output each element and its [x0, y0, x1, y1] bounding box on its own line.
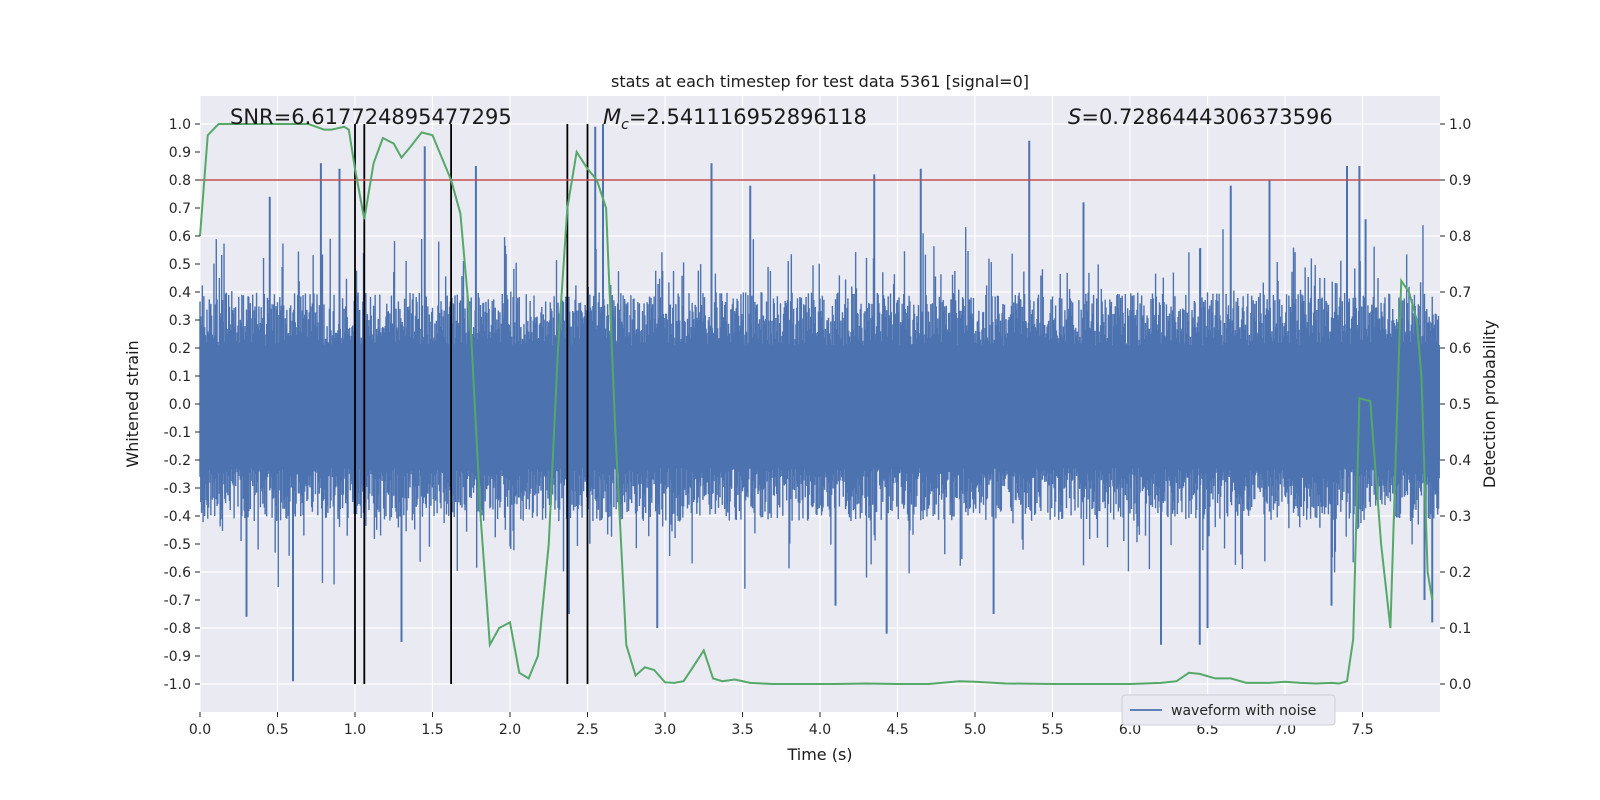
y-right-tick-label: 0.1 — [1449, 621, 1471, 637]
x-axis-label: Time (s) — [786, 745, 852, 764]
y-right-tick-label: 0.8 — [1449, 229, 1471, 245]
s-symbol: S — [1068, 105, 1081, 129]
legend-label: waveform with noise — [1171, 703, 1316, 719]
x-tick-label: 7.0 — [1274, 722, 1296, 738]
x-tick-label: 4.5 — [886, 722, 908, 738]
y-left-axis-label: Whitened strain — [123, 340, 142, 467]
y-right-tick-label: 0.2 — [1449, 565, 1471, 581]
x-tick-label: 2.5 — [576, 722, 598, 738]
y-left-tick-label: 0.5 — [169, 257, 191, 273]
y-left-tick-label: 0.7 — [169, 201, 191, 217]
y-right-tick-label: 0.9 — [1449, 173, 1471, 189]
x-tick-label: 6.0 — [1119, 722, 1141, 738]
chirp-mass-symbol: M — [603, 105, 621, 129]
x-tick-label: 1.5 — [421, 722, 443, 738]
x-tick-label: 1.0 — [344, 722, 366, 738]
probability-series — [199, 123, 1434, 685]
x-tick-label: 7.5 — [1351, 722, 1373, 738]
y-right-tick-label: 0.4 — [1449, 453, 1471, 469]
legend-box — [1121, 694, 1336, 726]
y-left-tick-label: 0.3 — [169, 313, 191, 329]
y-left-tick-label: 1.0 — [169, 117, 191, 133]
y-right-axis-ticks: 1.0 0.9 0.8 0.7 0.6 0.5 0.4 0.3 0.2 0.1 0.0 — [1440, 117, 1471, 693]
y-right-axis-label: Detection probability — [1480, 320, 1499, 488]
chirp-mass-value: =2.541116952896118 — [629, 105, 867, 129]
y-right-tick-label: 0.7 — [1449, 285, 1471, 301]
x-tick-label: 2.0 — [499, 722, 521, 738]
y-left-tick-label: -0.2 — [164, 453, 191, 469]
snr-annotation: SNR=6.617724895477295 — [230, 105, 512, 129]
legend: waveform with noise — [1121, 694, 1336, 726]
x-tick-label: 4.0 — [809, 722, 831, 738]
chirp-mass-subscript: c — [621, 117, 629, 133]
x-tick-label: 0.0 — [189, 722, 211, 738]
x-tick-label: 0.5 — [266, 722, 288, 738]
y-left-tick-label: 0.6 — [169, 229, 191, 245]
waveform-core — [200, 348, 1440, 460]
x-tick-label: 6.5 — [1196, 722, 1218, 738]
x-tick-label: 3.5 — [731, 722, 753, 738]
y-left-tick-label: 0.0 — [169, 397, 191, 413]
s-annotation: S=0.7286444306373596 — [1068, 105, 1333, 129]
chart-title: stats at each timestep for test data 536… — [611, 72, 1029, 91]
y-right-tick-label: 0.6 — [1449, 341, 1471, 357]
y-left-tick-label: -0.3 — [164, 481, 191, 497]
y-right-tick-label: 1.0 — [1449, 117, 1471, 133]
y-left-tick-label: -0.7 — [164, 593, 191, 609]
probability-line — [199, 123, 1434, 685]
y-right-tick-label: 0.0 — [1449, 677, 1471, 693]
x-tick-label: 5.0 — [964, 722, 986, 738]
x-tick-label: 5.5 — [1041, 722, 1063, 738]
y-left-tick-label: -0.6 — [164, 565, 191, 581]
y-left-tick-label: 0.2 — [169, 341, 191, 357]
y-left-tick-label: 0.4 — [169, 285, 191, 301]
y-left-tick-label: 0.1 — [169, 369, 191, 385]
x-axis-ticks: 0.0 0.5 1.0 1.5 2.0 2.5 3.0 3.5 4.0 4.5 5.0 5.5 6.0 6… — [189, 712, 1374, 738]
waveform-series — [199, 124, 1440, 682]
y-left-tick-label: -0.8 — [164, 621, 191, 637]
y-left-tick-label: -0.1 — [164, 425, 191, 441]
y-right-tick-label: 0.5 — [1449, 397, 1471, 413]
y-left-tick-label: 0.8 — [169, 173, 191, 189]
y-left-axis-ticks: 1.0 0.9 0.8 0.7 0.6 0.5 0.4 0.3 0.2 0.1 0.0 -0.1 -0.… — [164, 117, 200, 693]
y-right-tick-label: 0.3 — [1449, 509, 1471, 525]
y-left-tick-label: -0.4 — [164, 509, 191, 525]
y-left-tick-label: -1.0 — [164, 677, 191, 693]
y-left-tick-label: 0.9 — [169, 145, 191, 161]
s-value: =0.7286444306373596 — [1081, 105, 1332, 129]
x-tick-label: 3.0 — [654, 722, 676, 738]
chirp-mass-annotation: Mc=2.541116952896118 — [603, 105, 867, 133]
y-left-tick-label: -0.5 — [164, 537, 191, 553]
y-left-tick-label: -0.9 — [164, 649, 191, 665]
